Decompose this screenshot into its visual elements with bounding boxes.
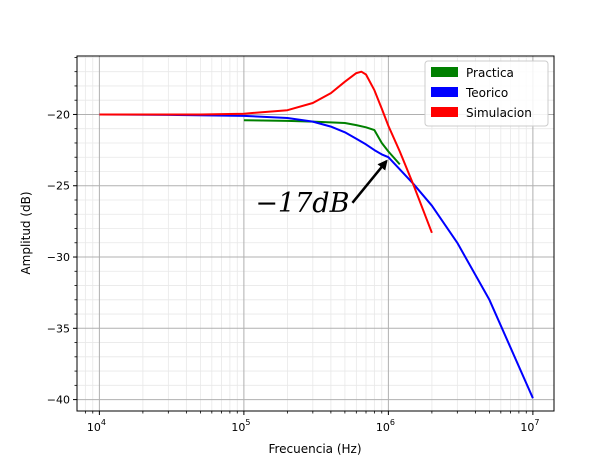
legend-swatch-practica — [431, 67, 458, 77]
x-tick-label: 105 — [231, 418, 250, 434]
x-axis: 104 105 106 107 — [84, 411, 539, 434]
legend: Practica Teorico Simulacion — [424, 60, 549, 127]
y-tick-label: −35 — [47, 322, 70, 335]
x-axis-label: Frecuencia (Hz) — [268, 442, 361, 456]
x-tick-exponent: 7 — [534, 418, 539, 427]
x-tick-exponent: 6 — [390, 418, 395, 427]
y-axis-label: Amplitud (dB) — [19, 191, 33, 274]
x-tick-label: 106 — [376, 418, 395, 434]
series-line-teorico — [99, 113, 534, 399]
y-tick-label: −20 — [47, 108, 70, 121]
annotation: −17dB — [255, 159, 388, 219]
series-layer — [99, 70, 534, 399]
series-line-simulacion — [99, 70, 433, 234]
legend-label-teorico: Teorico — [465, 86, 508, 100]
x-tick-exponent: 5 — [245, 418, 250, 427]
annotation-arrow — [351, 159, 388, 204]
x-tick-exponent: 4 — [101, 418, 106, 427]
series-line-practica — [243, 119, 401, 166]
x-tick-label: 107 — [520, 418, 539, 434]
legend-label-practica: Practica — [466, 66, 514, 80]
plot-frame — [76, 55, 555, 412]
legend-swatch-teorico — [431, 87, 458, 97]
legend-swatch-simulacion — [431, 107, 458, 117]
annotation-text: −17dB — [255, 188, 349, 219]
y-tick-label: −30 — [47, 251, 70, 264]
legend-label-simulacion: Simulacion — [466, 106, 532, 120]
y-tick-label: −40 — [47, 394, 70, 407]
y-tick-label: −25 — [47, 180, 70, 193]
y-axis: −40 −35 −30 −25 −20 — [47, 57, 77, 407]
x-tick-label: 104 — [87, 418, 106, 434]
